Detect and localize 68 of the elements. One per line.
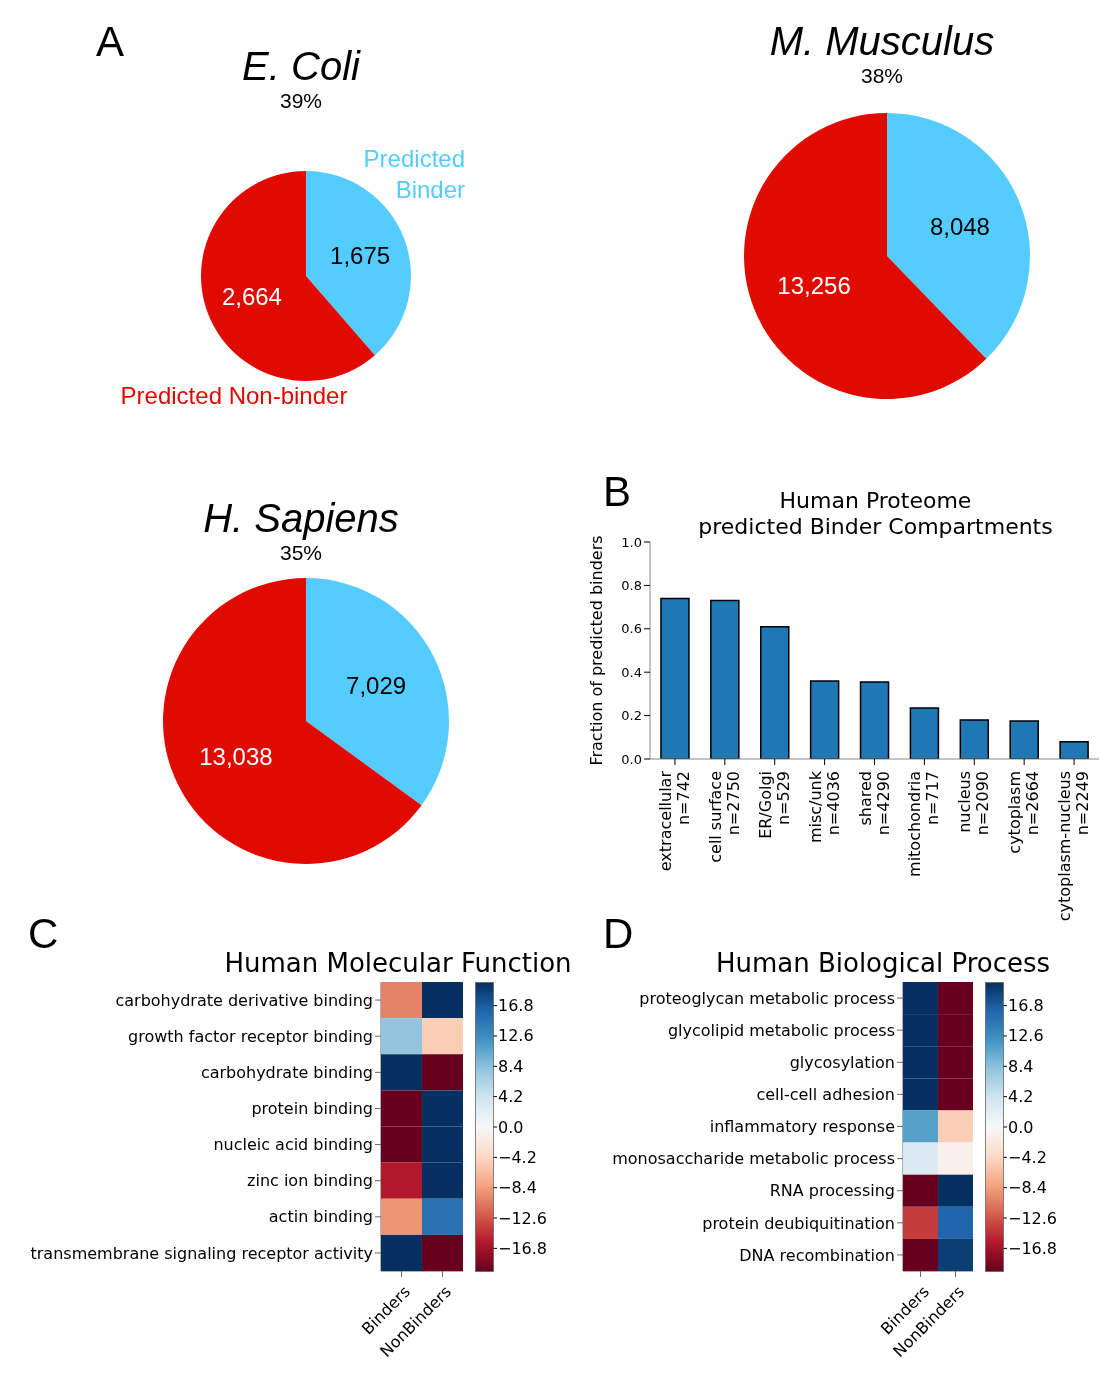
- y-tick-label: DNA recombination: [739, 1245, 895, 1265]
- y-tick-label: 0.2: [621, 708, 642, 724]
- y-tick-label: carbohydrate derivative binding: [115, 990, 373, 1010]
- color-bar-label: −8.4: [1008, 1178, 1047, 1198]
- color-bar-label: 4.2: [498, 1087, 524, 1107]
- y-tick-label: RNA processing: [769, 1181, 895, 1201]
- y-tick-label: growth factor receptor binding: [128, 1026, 373, 1046]
- y-tick-label: inflammatory response: [709, 1117, 895, 1137]
- y-tick-label: nucleic acid binding: [213, 1135, 373, 1155]
- chart-title: Human Biological Process: [714, 948, 1052, 978]
- text: B: [603, 468, 632, 516]
- color-bar-label: 16.8: [498, 996, 534, 1016]
- slice-label: Predicted Non-binder: [119, 381, 349, 411]
- color-bar-label: −8.4: [498, 1178, 537, 1198]
- y-tick-label: transmembrane signaling receptor activity: [30, 1243, 373, 1263]
- color-bar-label: 12.6: [498, 1026, 534, 1046]
- y-tick-label: glycosylation: [789, 1052, 895, 1072]
- y-tick-label: 0.8: [621, 578, 642, 594]
- color-bar-label: −4.2: [498, 1147, 537, 1167]
- y-axis-title: Fraction of predicted binders: [586, 535, 606, 766]
- chart-subtitle: 35%: [279, 541, 323, 565]
- color-bar-label: 8.4: [498, 1056, 524, 1076]
- y-tick-label: 0.4: [621, 664, 642, 680]
- y-tick-label: glycolipid metabolic process: [667, 1020, 895, 1040]
- pie-slice: [744, 113, 987, 399]
- color-bar-label: 4.2: [1008, 1087, 1034, 1107]
- text: C: [28, 910, 59, 958]
- chart-subtitle: 38%: [860, 64, 904, 88]
- chart-title: Human Molecular Function: [223, 948, 573, 978]
- y-tick-label: protein deubiquitination: [702, 1213, 895, 1233]
- chart-title: E. Coli: [242, 44, 360, 88]
- pie-slice: [163, 578, 422, 864]
- color-bar-label: −12.6: [498, 1208, 548, 1228]
- color-bar-label: 12.6: [1008, 1026, 1044, 1046]
- color-bar-label: −4.2: [1008, 1147, 1047, 1167]
- color-bar-label: 16.8: [1008, 996, 1044, 1016]
- chart-subtitle: 39%: [279, 89, 323, 113]
- chart-title: M. Musculus: [768, 18, 996, 64]
- y-tick-label: proteoglycan metabolic process: [639, 988, 895, 1008]
- color-bar-label: −16.8: [1008, 1238, 1058, 1258]
- chart-title: H. Sapiens: [202, 495, 400, 541]
- y-tick-label: 1.0: [621, 534, 642, 550]
- y-tick-label: actin binding: [268, 1207, 373, 1227]
- text: A: [96, 18, 125, 66]
- data-label: 13,256: [777, 271, 851, 299]
- slice-label: Predicted Binder: [363, 144, 465, 205]
- data-label: 13,038: [199, 743, 273, 771]
- chart-title: Human Proteome predicted Binder Compartments: [697, 488, 1054, 540]
- data-label: 2,664: [221, 282, 282, 310]
- color-bar-label: 0.0: [498, 1117, 524, 1137]
- color-bar-label: 8.4: [1008, 1056, 1034, 1076]
- y-tick-label: protein binding: [251, 1099, 373, 1119]
- data-label: 1,675: [330, 242, 391, 270]
- y-tick-label: 0.0: [621, 751, 642, 767]
- color-bar-label: −16.8: [498, 1238, 548, 1258]
- y-tick-label: carbohydrate binding: [200, 1062, 373, 1082]
- y-tick-label: cell-cell adhesion: [756, 1085, 895, 1105]
- data-label: 7,029: [346, 671, 407, 699]
- color-bar-label: −12.6: [1008, 1208, 1058, 1228]
- text: D: [603, 910, 634, 958]
- pie-slice: [306, 578, 449, 806]
- y-tick-label: 0.6: [621, 621, 642, 637]
- color-bar-label: 0.0: [1008, 1117, 1034, 1137]
- x-tick-label: extracellular n=742: [655, 770, 693, 872]
- y-tick-label: monosaccharide metabolic process: [612, 1149, 895, 1169]
- y-tick-label: zinc ion binding: [247, 1171, 373, 1191]
- data-label: 8,048: [929, 213, 990, 241]
- pie-slice: [887, 113, 1030, 359]
